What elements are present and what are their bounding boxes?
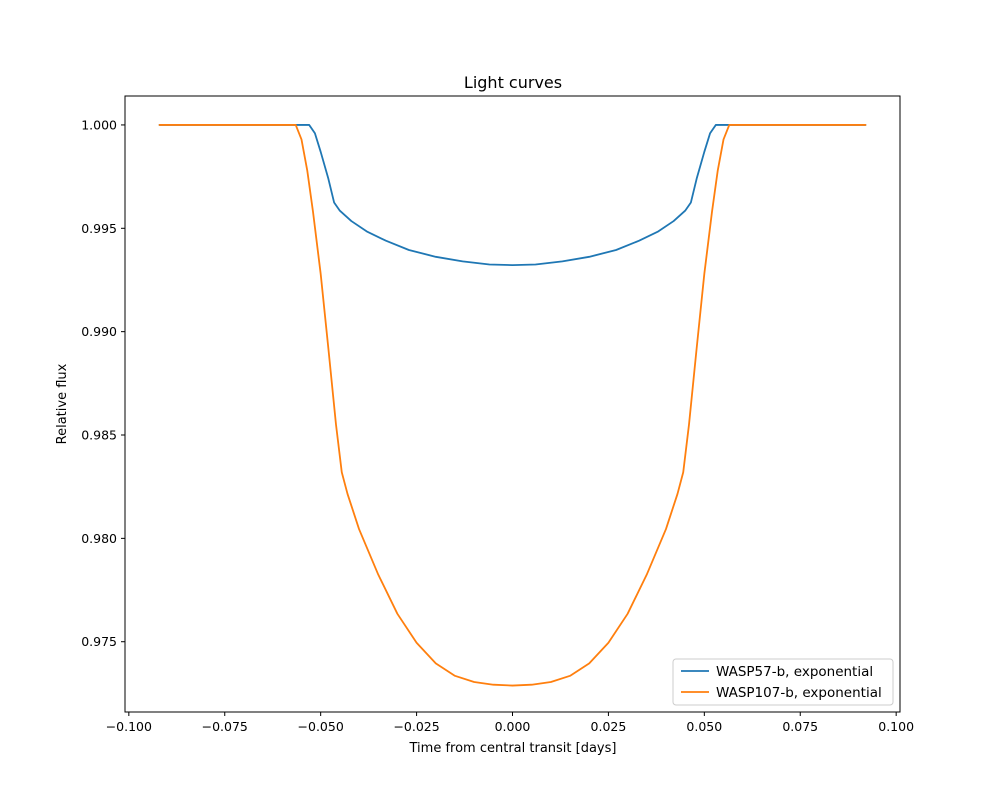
x-tick-label: 0.000 [495,719,531,734]
legend: WASP57-b, exponential WASP107-b, exponen… [672,658,894,706]
x-tick-label: −0.100 [106,719,152,734]
x-tick-label: 0.100 [878,719,914,734]
x-axis-label: Time from central transit [days] [409,741,617,756]
plot-area [124,95,901,713]
y-tick-label: 1.000 [81,117,117,132]
x-tick-label: 0.075 [782,719,818,734]
y-tick-label: 0.975 [81,634,117,649]
series-lines [158,124,867,687]
x-tick-label: 0.025 [591,719,627,734]
chart-title: Light curves [464,73,562,92]
y-tick-label: 0.985 [81,428,117,443]
legend-box [672,658,894,706]
y-axis-label: Relative flux [55,363,70,444]
y-tick-label: 0.980 [81,531,117,546]
x-tick-label: −0.050 [298,719,344,734]
plot-frame [124,95,901,713]
y-axis-ticks: 0.975 0.980 0.985 0.990 0.995 1.000 [81,117,125,649]
y-tick-label: 0.995 [81,221,117,236]
y-tick-label: 0.990 [81,324,117,339]
x-tick-label: −0.025 [393,719,439,734]
x-tick-label: 0.050 [686,719,722,734]
series-line-wasp107b [158,124,867,687]
series-line-wasp57b [158,124,867,266]
legend-label-wasp107b: WASP107-b, exponential [716,685,882,701]
legend-label-wasp57b: WASP57-b, exponential [716,664,873,680]
x-axis-ticks: −0.100 −0.075 −0.050 −0.025 0.000 0.025 0.050 0… [106,712,914,734]
x-tick-label: −0.075 [202,719,248,734]
